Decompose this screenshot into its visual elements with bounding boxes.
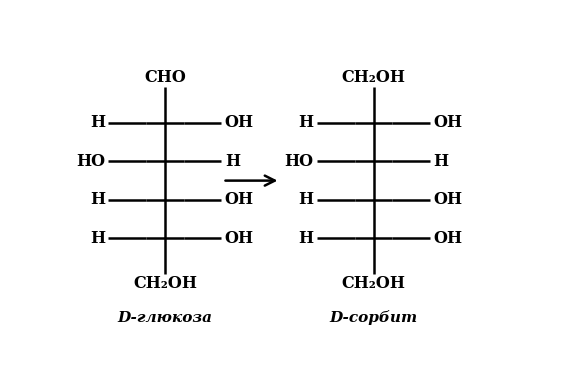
Text: HO: HO [285,153,313,170]
Text: CH₂OH: CH₂OH [133,275,197,292]
Text: H: H [90,114,105,131]
Text: OH: OH [434,230,462,247]
Text: CHO: CHO [144,69,186,86]
Text: D-глюкоза: D-глюкоза [117,311,213,326]
Text: OH: OH [225,114,254,131]
Text: H: H [225,153,240,170]
Text: H: H [90,230,105,247]
Text: H: H [90,191,105,209]
Text: D-сорбит: D-сорбит [329,311,418,326]
Text: CH₂OH: CH₂OH [342,275,406,292]
Text: OH: OH [225,230,254,247]
Text: HO: HO [76,153,105,170]
Text: OH: OH [434,114,462,131]
Text: H: H [434,153,449,170]
Text: OH: OH [434,191,462,209]
Text: CH₂OH: CH₂OH [342,69,406,86]
Text: H: H [299,191,313,209]
Text: OH: OH [225,191,254,209]
Text: H: H [299,114,313,131]
Text: H: H [299,230,313,247]
